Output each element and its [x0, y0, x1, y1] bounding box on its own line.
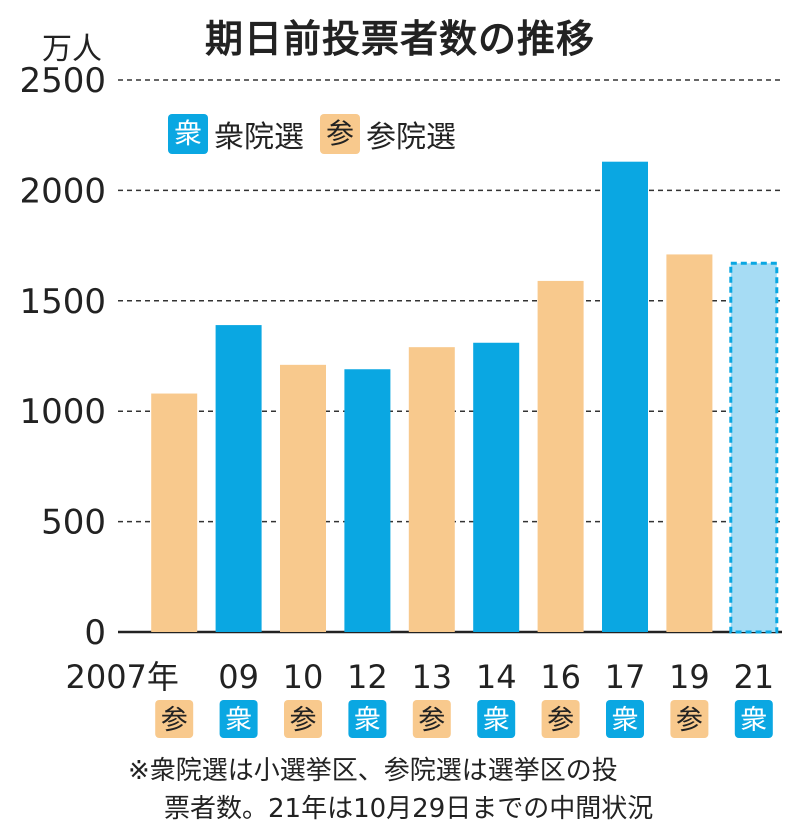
- election-type-badges: 参衆参衆参衆参衆参衆: [155, 700, 773, 738]
- x-tick-label: 10: [283, 658, 324, 696]
- badge-san: [412, 700, 451, 738]
- badge-san: [670, 700, 709, 738]
- x-tick-label: 2007年: [65, 658, 178, 696]
- badge-label: 衆: [483, 705, 510, 736]
- badge-san: [284, 700, 322, 738]
- badge-label: 衆: [740, 705, 767, 736]
- bar-13: [408, 347, 455, 632]
- badge-shu: [348, 700, 387, 738]
- bar-2007年: [151, 393, 198, 632]
- y-tick-label: 1500: [19, 282, 106, 322]
- bar-09: [215, 325, 262, 632]
- legend-badge-shu: 衆: [168, 114, 208, 154]
- badge-label: 参: [676, 705, 703, 736]
- legend-item-shu: 衆 衆院選: [168, 112, 304, 156]
- legend-label-san: 参院選: [366, 120, 456, 155]
- y-tick-labels: 0 500 1000 1500 2000 2500: [19, 61, 106, 653]
- badge-san: [155, 700, 194, 738]
- legend-item-san: 参 参院選: [320, 112, 456, 156]
- badge-label: 衆: [225, 705, 252, 736]
- y-tick-label: 1000: [19, 392, 106, 432]
- badge-shu: [734, 700, 773, 738]
- bar-19: [666, 254, 713, 632]
- badge-label: 衆: [612, 705, 639, 736]
- bar-10: [280, 364, 326, 632]
- bar-12: [344, 369, 391, 632]
- x-tick-label: 13: [411, 658, 452, 696]
- legend-badge-san: 参: [320, 114, 360, 154]
- x-tick-labels: 2007年 09 10 12 13 14 16 17 19 21: [65, 658, 774, 696]
- badge-label: 参: [290, 705, 317, 736]
- x-tick-label: 12: [347, 658, 388, 696]
- x-tick-label: 21: [733, 658, 774, 696]
- badge-shu: [219, 700, 258, 738]
- x-tick-label: 17: [605, 658, 646, 696]
- footnote-line-2: 票者数。21年は10月29日までの中間状況: [164, 794, 654, 824]
- legend: 衆 衆院選 参 参院選: [168, 112, 472, 156]
- y-tick-label: 2500: [19, 61, 106, 101]
- footnote: ※衆院選は小選挙区、参院選は選挙区の投 票者数。21年は10月29日までの中間状…: [128, 752, 653, 828]
- x-tick-label: 09: [218, 658, 259, 696]
- bars: [151, 161, 779, 634]
- y-axis-unit: 万人: [42, 32, 102, 67]
- bar-14: [473, 342, 520, 632]
- badge-san: [541, 700, 580, 738]
- y-tick-label: 500: [41, 503, 106, 543]
- badge-label: 参: [547, 705, 574, 736]
- bar-21: [729, 261, 779, 634]
- legend-label-shu: 衆院選: [214, 120, 304, 155]
- x-tick-label: 19: [669, 658, 710, 696]
- chart-title: 期日前投票者数の推移: [204, 17, 595, 61]
- y-tick-label: 2000: [19, 171, 106, 211]
- badge-label: 衆: [354, 705, 381, 736]
- badge-shu: [606, 700, 644, 738]
- bar-17: [602, 161, 648, 633]
- badge-label: 参: [418, 705, 445, 736]
- y-tick-label: 0: [84, 613, 106, 653]
- bar-16: [537, 280, 584, 632]
- footnote-line-1: ※衆院選は小選挙区、参院選は選挙区の投: [128, 756, 618, 786]
- badge-shu: [477, 700, 516, 738]
- x-tick-label: 16: [540, 658, 581, 696]
- badge-label: 参: [161, 705, 188, 736]
- x-tick-label: 14: [476, 658, 517, 696]
